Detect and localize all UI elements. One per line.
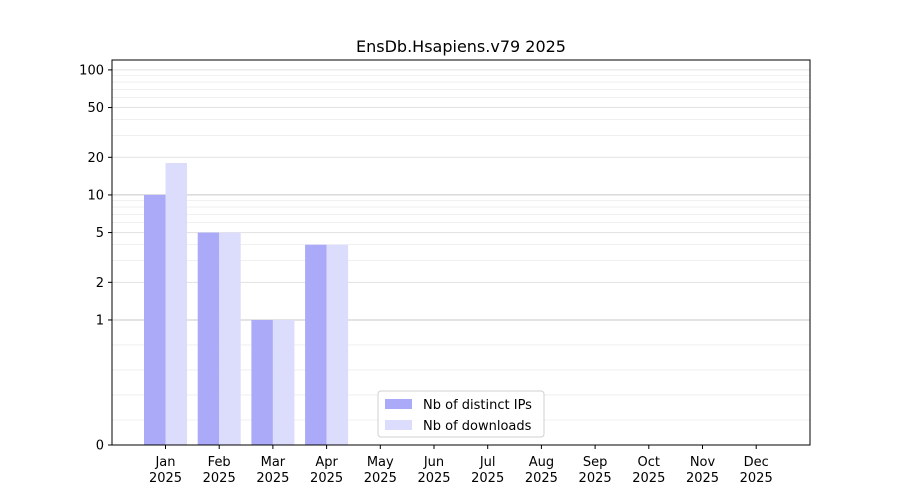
y-tick-label: 5 <box>96 226 104 241</box>
x-tick-label: Nov 2025 <box>686 455 719 486</box>
axes-frame <box>111 59 811 446</box>
x-tick-label: Apr 2025 <box>310 455 343 486</box>
x-tick-label: May 2025 <box>364 455 397 486</box>
bar-downloads <box>219 232 241 445</box>
bar-downloads <box>326 244 349 445</box>
x-tick-label: Aug 2025 <box>525 455 558 486</box>
bar-distinct-ips <box>251 319 273 445</box>
legend-label: Nb of downloads <box>423 419 532 434</box>
legend-swatch <box>385 420 412 430</box>
chart-title: EnsDb.Hsapiens.v79 2025 <box>356 37 566 56</box>
y-axis: 0 1 2 5 10 20 50 100 <box>79 63 112 454</box>
x-tick-label: Jan 2025 <box>149 455 182 486</box>
y-tick-label: 50 <box>87 101 104 116</box>
bar-distinct-ips <box>197 232 220 445</box>
x-tick-label: Jul 2025 <box>471 455 504 486</box>
legend: Nb of distinct IPs Nb of downloads <box>377 390 545 438</box>
y-tick-label: 100 <box>79 63 104 78</box>
x-tick-label: Dec 2025 <box>740 455 773 486</box>
legend-box <box>377 390 545 438</box>
x-tick-label: Sep 2025 <box>579 455 612 486</box>
y-tick-label: 10 <box>87 188 104 203</box>
bars <box>144 163 349 445</box>
legend-swatch <box>385 399 412 409</box>
y-tick-label: 0 <box>96 439 104 454</box>
bar-downloads <box>272 319 295 445</box>
x-tick-label: Oct 2025 <box>632 455 665 486</box>
y-tick-label: 20 <box>87 151 104 166</box>
y-tick-label: 2 <box>96 276 104 291</box>
bar-distinct-ips <box>144 194 166 445</box>
x-tick-label: Mar 2025 <box>256 455 289 486</box>
y-tick-label: 1 <box>96 313 104 328</box>
x-tick-label: Feb 2025 <box>203 455 236 486</box>
legend-label: Nb of distinct IPs <box>423 398 532 413</box>
bar-downloads <box>165 163 187 445</box>
x-tick-label: Jun 2025 <box>417 455 450 486</box>
x-axis: Jan 2025 Feb 2025 Mar 2025 Apr 2025 May 2025 Jun 20… <box>149 445 773 486</box>
bar-distinct-ips <box>305 244 327 445</box>
